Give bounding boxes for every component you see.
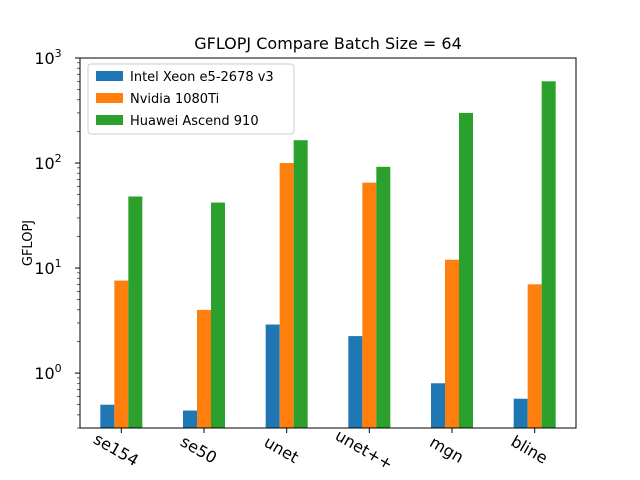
y-tick-label: 101 [34,257,61,278]
bar-unet-1 [279,163,294,428]
bar-bline-1 [527,284,542,428]
x-tick-label: se50 [177,432,220,468]
y-tick-label: 100 [34,362,61,383]
bar-se154-2 [128,196,143,428]
legend-swatch [96,71,123,81]
bar-se154-0 [100,404,115,428]
bar-se50-0 [183,410,197,428]
bar-unet++-0 [348,336,363,428]
plot-frame [79,57,577,429]
y-axis-label: GFLOPJ [21,220,36,266]
legend-label: Intel Xeon e5-2678 v3 [130,70,274,85]
legend-label: Huawei Ascend 910 [130,114,259,129]
y-tick-label: 102 [34,152,61,173]
bar-se50-1 [197,309,211,428]
x-tick-label: unet++ [332,426,396,474]
bar-mgn-2 [459,112,473,428]
bars-group [100,81,556,429]
legend-swatch [96,93,123,103]
bar-unet-0 [265,324,280,428]
x-axis-ticks: se154 se50 unet unet++ mgn bline [90,426,551,474]
x-tick-label: unet [261,432,302,467]
legend-label: Nvidia 1080Ti [130,92,219,107]
legend-box [87,63,295,135]
x-tick-label: bline [508,432,551,468]
bar-mgn-1 [445,259,459,428]
bar-unet++-1 [362,182,377,428]
y-tick-label: 103 [34,47,61,68]
y-axis-ticks: 100 101 102 103 [34,47,80,429]
chart-title: GFLOPJ Compare Batch Size = 64 [194,34,462,53]
bar-bline-2 [541,81,556,429]
bar-se50-2 [211,202,225,428]
bar-unet-2 [293,140,308,428]
bar-bline-0 [513,398,528,428]
x-tick-label: mgn [426,432,467,466]
bar-mgn-0 [431,383,445,428]
legend-swatch [96,115,123,125]
legend: Intel Xeon e5-2678 v3 Nvidia 1080Ti Huawei… [87,63,295,135]
bar-unet++-2 [376,166,391,428]
x-tick-label: se154 [90,429,142,470]
bar-se154-1 [114,280,129,428]
